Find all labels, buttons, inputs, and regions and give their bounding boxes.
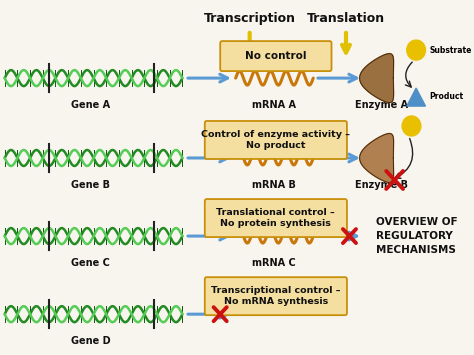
Text: Enzyme A: Enzyme A: [355, 100, 408, 110]
Text: Translation: Translation: [307, 12, 385, 25]
Text: No control: No control: [245, 51, 307, 61]
Text: OVERVIEW OF
REGULATORY
MECHANISMS: OVERVIEW OF REGULATORY MECHANISMS: [376, 217, 457, 255]
FancyBboxPatch shape: [205, 277, 347, 315]
Text: Translational control –
No protein synthesis: Translational control – No protein synth…: [217, 208, 335, 228]
Text: Gene B: Gene B: [71, 180, 110, 190]
Text: mRNA B: mRNA B: [252, 180, 296, 190]
Text: mRNA A: mRNA A: [252, 100, 296, 110]
Text: Transcription: Transcription: [204, 12, 296, 25]
Polygon shape: [360, 54, 393, 103]
Polygon shape: [407, 88, 426, 106]
Text: Transcriptional control –
No mRNA synthesis: Transcriptional control – No mRNA synthe…: [211, 286, 341, 306]
Circle shape: [402, 116, 421, 136]
Text: Gene A: Gene A: [71, 100, 110, 110]
Polygon shape: [360, 133, 393, 182]
Text: Enzyme B: Enzyme B: [355, 180, 408, 190]
Text: Gene D: Gene D: [71, 336, 110, 346]
Text: Gene C: Gene C: [71, 258, 110, 268]
FancyBboxPatch shape: [205, 121, 347, 159]
Text: Control of enzyme activity –
No product: Control of enzyme activity – No product: [201, 130, 350, 150]
Text: Substrate: Substrate: [429, 45, 472, 55]
FancyBboxPatch shape: [205, 199, 347, 237]
FancyBboxPatch shape: [220, 41, 331, 71]
Text: mRNA C: mRNA C: [252, 258, 296, 268]
Circle shape: [407, 40, 426, 60]
Text: Product: Product: [429, 92, 464, 100]
